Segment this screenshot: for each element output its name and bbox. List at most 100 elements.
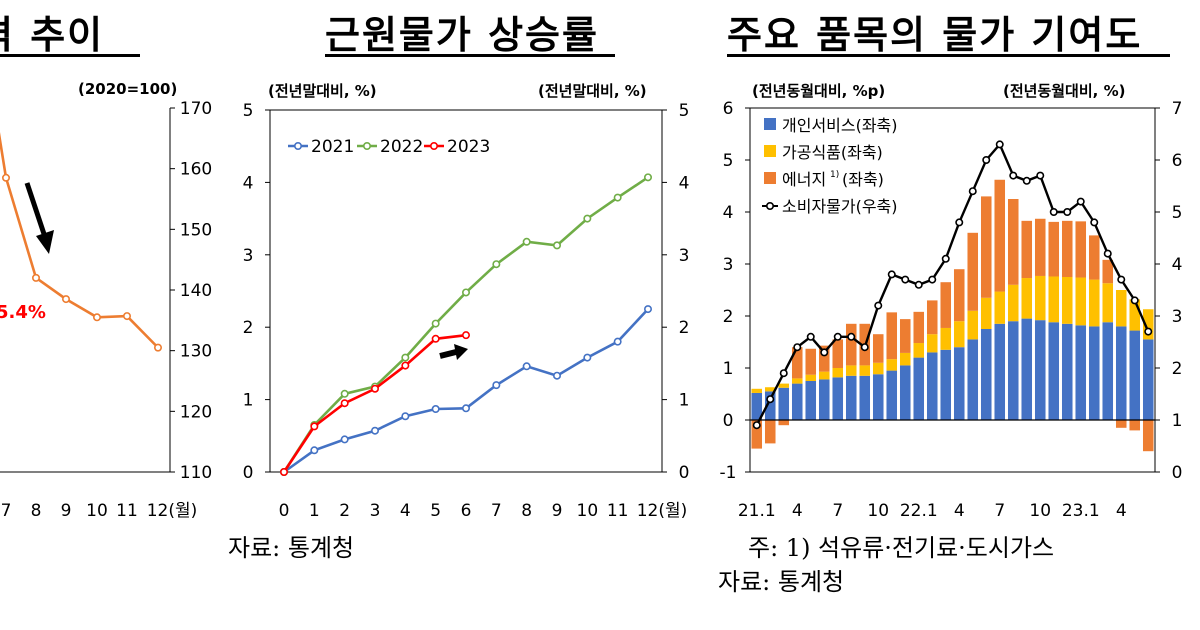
panel3-title-underline (727, 54, 1170, 57)
panel3-legend-swatch (764, 145, 776, 157)
panel1-right-tick-label: 110 (180, 463, 212, 483)
panel3-bar-energy (1048, 221, 1060, 277)
panel3-unit-right: (전년동월대비, %) (1003, 82, 1126, 100)
panel3-bar-service (1088, 326, 1100, 420)
panel2-series-line-2022 (282, 176, 649, 473)
panel1-annotation: 5.4% (0, 302, 46, 323)
panel3-cpi-point (752, 421, 761, 430)
panel3-cpi-point (847, 332, 856, 341)
panel3-bar-energy (913, 311, 925, 344)
panel3-bar-service (994, 323, 1006, 420)
panel3-bar-energy (1142, 420, 1154, 452)
panel2-x-tick-label: 8 (521, 501, 532, 521)
panel3-plot-frame (749, 107, 1156, 473)
panel2-point-2021 (431, 405, 440, 414)
panel3-bar-energy (926, 300, 938, 335)
panel3-bar-energy (967, 232, 979, 311)
panel3-cpi-point (941, 254, 950, 263)
panel2-unit-right: (전년말대비, %) (538, 82, 647, 100)
panel2-point-2022 (552, 241, 561, 250)
panel2-point-2023 (431, 334, 440, 343)
panel3-bar-service (1075, 325, 1087, 420)
panel3-x-tick-label: 10 (867, 501, 889, 521)
panel2-point-2023 (461, 331, 470, 340)
panel3-right-tick-label: 4 (1172, 255, 1183, 275)
panel3-bar-food (1102, 283, 1114, 323)
panel3-bar-energy (994, 179, 1006, 292)
panel3-left-tick-label: 6 (723, 99, 734, 119)
panel3-cpi-point (1144, 327, 1153, 336)
panel3-cpi-point (1009, 171, 1018, 180)
panel3-cpi-point (820, 348, 829, 357)
panel3-bar-energy (1115, 420, 1127, 428)
panel3-legend-label: 가공식품(좌축) (782, 143, 883, 162)
panel3-bar-service (1142, 339, 1154, 420)
panel3-bar-food (1129, 299, 1141, 331)
panel2-right-tick-label: 5 (679, 101, 690, 121)
panel3-bar-energy (1061, 220, 1073, 277)
panel1-x-tick-label: 8 (31, 501, 42, 521)
panel3-bar-food (805, 374, 817, 381)
panel3-bar-food (818, 371, 830, 380)
panel2-point-2021 (370, 426, 379, 435)
panel2-point-2022 (522, 237, 531, 246)
panel2-right-tick-label: 2 (679, 318, 690, 338)
panel1-x-tick-label: 9 (61, 501, 72, 521)
panel3-bar-food (859, 365, 871, 376)
panel3-bar-food (1115, 290, 1127, 327)
panel3-right-tick-label: 1 (1172, 411, 1183, 431)
panel3-x-tick-label: 7 (832, 501, 843, 521)
panel3-right-tick-label: 3 (1172, 307, 1183, 327)
panel2-x-tick-label: 9 (552, 501, 563, 521)
panel3-bar-energy (818, 345, 830, 372)
panel2-x-tick-label: 11 (607, 501, 629, 521)
panel1-x-tick-label: 11 (116, 501, 138, 521)
panel1-title: 격 추이 (0, 12, 105, 57)
panel2-legend-marker (429, 142, 438, 151)
panel3-cpi-point (982, 156, 991, 165)
panel3-cpi-point (874, 301, 883, 310)
panel2-x-tick-label: 7 (491, 501, 502, 521)
panel3-bar-service (778, 387, 790, 420)
panel3-bar-energy (1088, 235, 1100, 280)
panel3-bar-food (940, 327, 952, 350)
panel2-point-2021 (401, 412, 410, 421)
panel3-left-tick-label: 3 (723, 255, 734, 275)
panel3-source: 자료: 통계청 (718, 568, 845, 596)
panel1-right-tick-label: 170 (180, 99, 212, 119)
panel3-left-tick-label: 4 (723, 203, 734, 223)
panel3-cpi-point (1103, 249, 1112, 258)
panel2-right-tick-label: 0 (679, 463, 690, 483)
panel3-bar-service (791, 383, 803, 420)
panel3-legend-label: (좌축) (842, 170, 884, 189)
panel3-right-tick-label: 0 (1172, 463, 1183, 483)
panel3-bar-energy (1075, 221, 1087, 278)
panel3-bar-food (994, 291, 1006, 324)
panel1-x-tick-label: 7 (1, 501, 12, 521)
panel3-legend-marker (765, 202, 774, 211)
panel3-bar-energy (940, 282, 952, 328)
panel2-legend-marker (293, 142, 302, 151)
panel2-point-2021 (310, 446, 319, 455)
panel2-x-tick-label: 2 (339, 501, 350, 521)
panel1-arrow-shaft (24, 182, 47, 235)
panel3-bar-energy (805, 348, 817, 375)
panel2-right-tick-label: 3 (679, 246, 690, 266)
panel3-bar-service (1129, 330, 1141, 420)
panel2-unit-left: (전년말대비, %) (268, 82, 377, 100)
panel3-legend-label: 개인서비스(좌축) (782, 116, 898, 135)
panel1-arrow-head (36, 230, 54, 254)
panel3-bar-food (899, 352, 911, 366)
panel2-legend-label: 2023 (447, 137, 490, 157)
panel3-bar-energy (791, 347, 803, 379)
panel3-title: 주요 품목의 물가 기여도 (727, 12, 1143, 57)
panel3-legend-swatch (764, 172, 776, 184)
panel3-left-tick-label: 2 (723, 307, 734, 327)
panel3-bar-energy (872, 334, 884, 363)
panel3-cpi-point (1036, 171, 1045, 180)
panel2-legend-label: 2021 (311, 137, 354, 157)
panel2-point-2021 (340, 435, 349, 444)
panel3-bar-energy (1102, 259, 1114, 284)
panel3-bar-energy (845, 323, 857, 366)
panel2-legend-marker (362, 142, 371, 151)
